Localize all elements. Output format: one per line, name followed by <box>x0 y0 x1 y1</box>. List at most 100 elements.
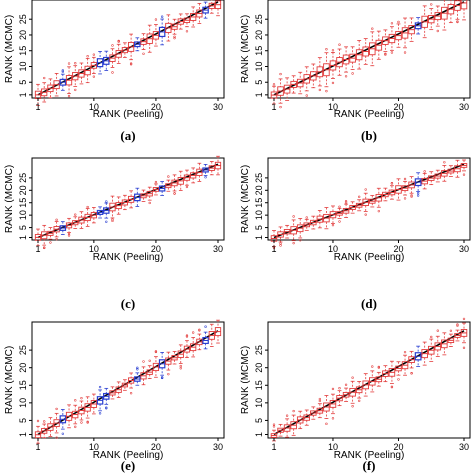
panel-label: (f) <box>363 458 376 473</box>
box-rank-8 <box>78 396 85 424</box>
x-tick-label: 1 <box>35 244 40 254</box>
y-tick-label: 25 <box>18 14 28 24</box>
outlier-point <box>129 62 133 65</box>
outlier-point <box>105 406 108 409</box>
box-rank-2 <box>277 423 284 437</box>
outlier-point <box>111 71 114 74</box>
outlier-point <box>430 335 433 339</box>
outlier-point <box>74 62 77 65</box>
x-tick-label: 30 <box>459 442 469 452</box>
outlier-point <box>351 376 354 379</box>
outlier-point <box>272 83 276 86</box>
outlier-point <box>74 399 77 402</box>
box-rank-12 <box>342 383 350 402</box>
outlier-point <box>351 405 354 408</box>
y-axis-title: RANK (MCMC) <box>4 346 15 414</box>
outlier-point <box>80 421 83 424</box>
outlier-point <box>179 367 182 370</box>
outlier-point <box>142 360 145 363</box>
box-rank-15 <box>121 42 129 58</box>
outlier-point <box>403 51 407 54</box>
box-rank-7 <box>310 63 317 89</box>
y-tick-label: 20 <box>254 185 264 195</box>
box-rank-18 <box>382 29 389 56</box>
y-tick-label: 25 <box>18 173 28 183</box>
box-rank-24 <box>421 341 428 366</box>
outlier-point <box>357 399 361 403</box>
outlier-point <box>416 192 420 195</box>
box-rank-23 <box>171 174 178 195</box>
box-rank-19 <box>146 24 153 53</box>
box-rank-4 <box>53 218 60 241</box>
y-tick-label: 20 <box>18 30 28 40</box>
box-rank-20 <box>152 18 160 47</box>
outlier-point <box>292 215 295 218</box>
box-rank-27 <box>196 162 203 182</box>
outlier-point <box>111 219 114 223</box>
outlier-point <box>325 48 328 51</box>
box-rank-11 <box>336 43 343 76</box>
box-rank-3 <box>283 77 291 101</box>
box-rank-9 <box>84 205 91 227</box>
outlier-point <box>344 201 348 204</box>
outlier-point <box>299 239 302 242</box>
box-rank-21 <box>401 177 409 200</box>
outlier-point <box>462 346 466 350</box>
outlier-point <box>318 88 322 92</box>
box-rank-20 <box>152 350 160 378</box>
box-rank-20 <box>395 178 402 201</box>
outlier-point <box>410 371 413 375</box>
outlier-point <box>111 218 114 221</box>
outlier-point <box>390 182 394 185</box>
box-rank-21 <box>401 17 409 54</box>
box-rank-23 <box>171 351 178 365</box>
outlier-point <box>55 436 58 439</box>
outlier-point <box>279 244 282 247</box>
box-rank-2 <box>277 72 284 109</box>
x-tick-label: 10 <box>89 442 99 452</box>
outlier-point <box>92 53 96 56</box>
box-rank-27 <box>196 3 203 24</box>
box-rank-28 <box>447 0 455 24</box>
plot-frame <box>267 157 471 241</box>
panel-label: (b) <box>361 128 377 143</box>
outlier-point <box>423 170 426 173</box>
outlier-point <box>462 317 466 321</box>
outlier-point <box>305 216 308 219</box>
y-tick-label: 5 <box>254 80 264 85</box>
box-rank-8 <box>316 57 324 92</box>
outlier-point <box>344 199 348 203</box>
outlier-point <box>357 195 361 199</box>
box-rank-29 <box>208 161 215 176</box>
y-tick-label: 20 <box>18 185 28 195</box>
box-rank-16 <box>369 27 376 67</box>
outlier-point <box>305 94 308 97</box>
box-rank-21 <box>158 15 166 46</box>
outlier-point <box>111 44 114 47</box>
box-rank-27 <box>196 328 203 351</box>
box-rank-30 <box>214 0 222 17</box>
box-rank-11 <box>336 387 343 407</box>
outlier-point <box>74 425 77 429</box>
outlier-point <box>449 329 453 333</box>
box-rank-6 <box>303 66 311 97</box>
outlier-point <box>142 52 145 55</box>
box-rank-26 <box>190 331 197 358</box>
box-rank-19 <box>146 186 153 205</box>
outlier-point <box>198 329 201 332</box>
y-tick-label: 25 <box>18 345 28 355</box>
outlier-point <box>43 246 46 249</box>
box-rank-22 <box>165 14 172 42</box>
x-tick-label: 20 <box>151 244 161 254</box>
outlier-point <box>279 105 282 109</box>
outlier-point <box>191 331 195 334</box>
outlier-point <box>279 72 282 76</box>
box-rank-23 <box>414 345 422 367</box>
outlier-point <box>154 180 158 184</box>
box-rank-16 <box>369 195 376 208</box>
outlier-point <box>61 432 65 435</box>
y-tick-label: 1 <box>18 432 28 437</box>
box-rank-15 <box>362 188 369 216</box>
outlier-point <box>105 200 108 203</box>
outlier-point <box>318 399 322 403</box>
